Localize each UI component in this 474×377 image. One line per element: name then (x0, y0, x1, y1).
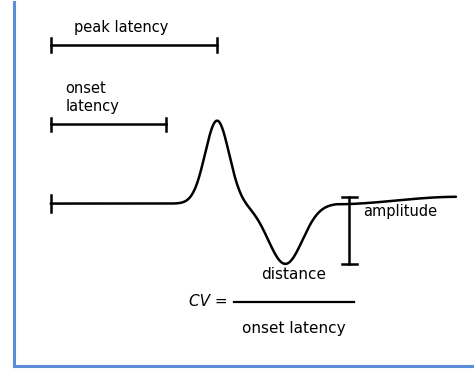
Text: onset latency: onset latency (242, 321, 346, 336)
Text: onset
latency: onset latency (65, 81, 119, 114)
Text: distance: distance (261, 267, 327, 282)
Text: CV =: CV = (189, 294, 233, 309)
Text: amplitude: amplitude (363, 204, 437, 219)
Text: peak latency: peak latency (74, 20, 169, 35)
